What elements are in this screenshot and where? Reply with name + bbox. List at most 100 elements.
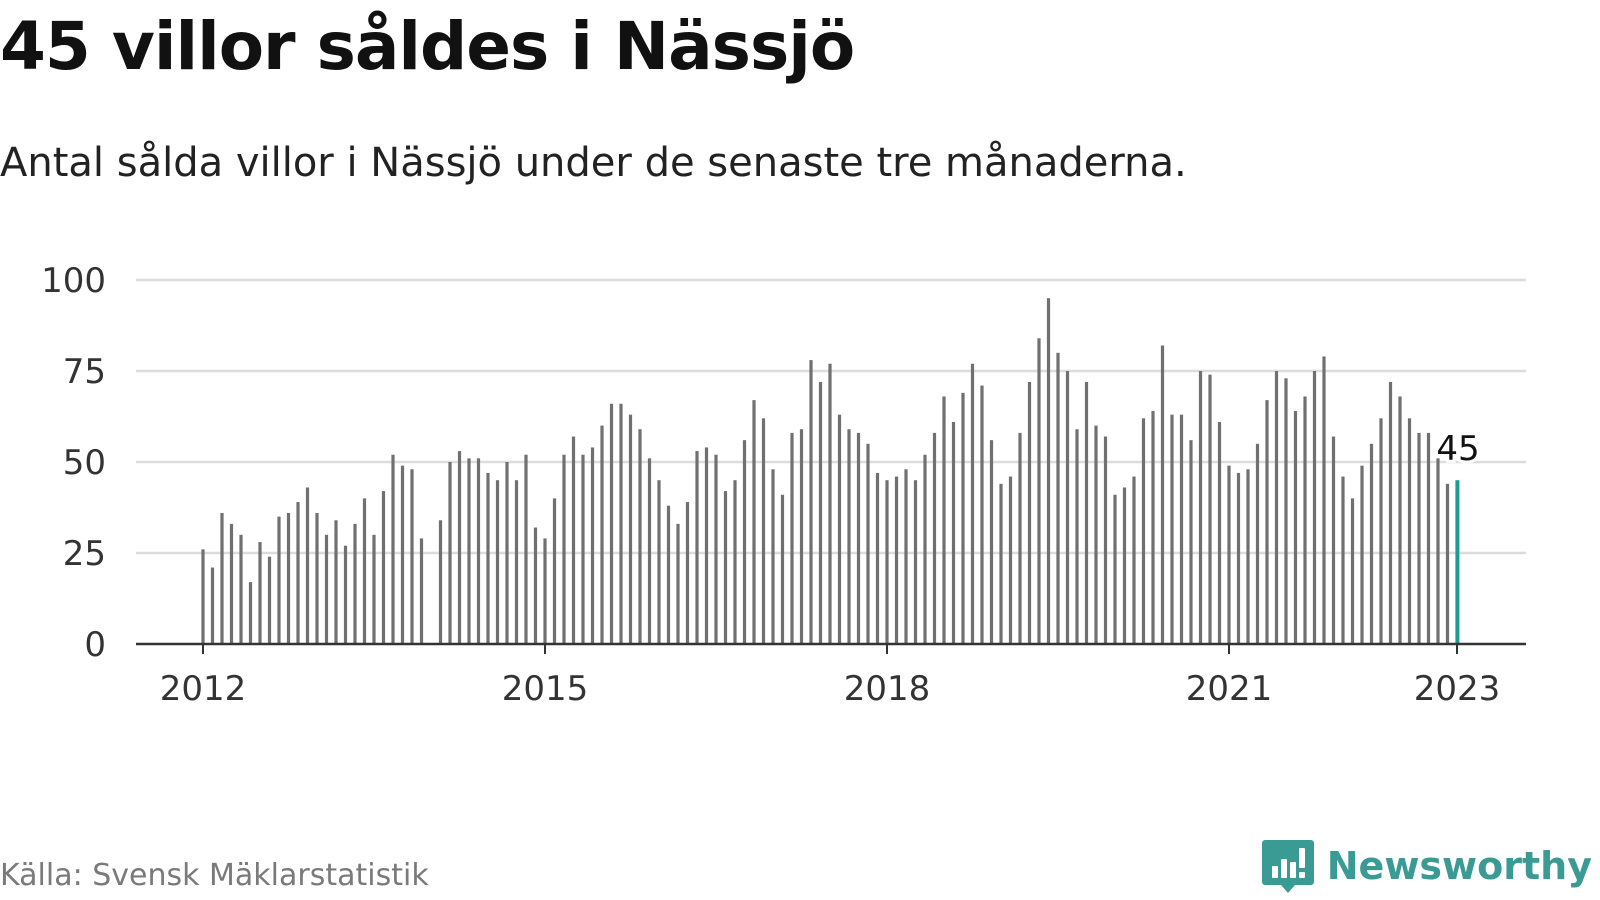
bar (999, 483, 1003, 644)
bar (1217, 421, 1222, 644)
bar (362, 498, 367, 644)
bar (923, 454, 927, 644)
bar (761, 418, 766, 644)
bar (1303, 396, 1307, 644)
bar (723, 491, 728, 644)
bar (220, 512, 224, 644)
bar (258, 542, 262, 644)
brand-name: Newsworthy (1326, 844, 1592, 888)
bar-chart: 0 25 50 75 100 2012 2015 2018 2021 2023 45 (41, 261, 1526, 709)
bar (1227, 465, 1231, 644)
bar (790, 432, 794, 644)
bar (885, 480, 889, 644)
bar (942, 396, 946, 644)
bar (1065, 371, 1070, 644)
bar (590, 447, 595, 644)
bar (1426, 432, 1431, 644)
bar (514, 480, 519, 644)
bar (875, 472, 880, 644)
bar (1094, 425, 1098, 644)
bar (372, 534, 376, 644)
bar (1122, 487, 1127, 644)
bar (391, 454, 395, 644)
bar (1236, 472, 1241, 644)
bar (837, 414, 842, 644)
bar (1008, 476, 1013, 644)
bar (277, 516, 281, 644)
bar (1018, 432, 1022, 644)
newsworthy-logo-icon (1261, 840, 1314, 893)
bar (1103, 436, 1108, 644)
y-axis-ticks: 0 25 50 75 100 (41, 261, 106, 665)
bar (410, 469, 414, 644)
y-tick-label: 100 (41, 261, 106, 301)
bar (619, 403, 623, 644)
bar (666, 505, 671, 644)
bar-highlight (1455, 480, 1460, 644)
x-tick-label: 2023 (1414, 669, 1501, 709)
bar (1027, 381, 1032, 644)
brand-logo: Newsworthy (1261, 838, 1592, 894)
bar (457, 451, 462, 644)
bar (381, 491, 386, 644)
bar (1350, 498, 1355, 644)
bar (1322, 356, 1326, 644)
bar (571, 436, 576, 644)
bar (533, 527, 538, 644)
bar (229, 523, 234, 644)
bar (961, 392, 965, 644)
y-tick-label: 0 (84, 625, 106, 665)
bar (799, 429, 804, 644)
bar (552, 498, 557, 644)
bar (866, 443, 870, 644)
bar (932, 432, 937, 644)
bar (296, 502, 300, 644)
bar (305, 487, 310, 644)
bar (1417, 432, 1421, 644)
bar (1445, 483, 1450, 644)
bar (324, 534, 329, 644)
bar (1246, 469, 1250, 644)
bar (771, 469, 775, 644)
bar (904, 469, 908, 644)
bar (1369, 443, 1374, 644)
chart-title: 45 villor såldes i Nässjö (0, 8, 855, 85)
bar (913, 480, 918, 644)
bar (894, 476, 899, 644)
bar (1293, 411, 1298, 644)
bar (210, 567, 215, 644)
bar (1284, 378, 1288, 644)
bar (809, 360, 813, 644)
bar (638, 429, 642, 644)
bar (1198, 371, 1203, 644)
bar (315, 512, 319, 644)
bar (1075, 429, 1079, 644)
bar (1179, 414, 1184, 644)
bar (752, 400, 756, 644)
bar (951, 421, 956, 644)
y-tick-label: 25 (63, 534, 106, 574)
bar (704, 447, 709, 644)
bar (334, 520, 338, 644)
bar (1084, 381, 1089, 644)
bar (1388, 381, 1393, 644)
bar (438, 520, 443, 644)
y-tick-label: 75 (63, 352, 106, 392)
bar (1037, 338, 1041, 644)
bar (1208, 374, 1212, 644)
bar (628, 414, 633, 644)
bar (1398, 396, 1402, 644)
bar (1132, 476, 1136, 644)
bar (1189, 440, 1193, 644)
bar (742, 440, 747, 644)
bar (989, 440, 994, 644)
bar (343, 545, 348, 644)
bar (1046, 298, 1051, 644)
x-axis: 2012 2015 2018 2021 2023 (136, 642, 1526, 709)
x-tick-label: 2015 (502, 669, 589, 709)
bar (818, 381, 823, 644)
bar (248, 582, 253, 644)
bar (1274, 371, 1279, 644)
bar (495, 480, 500, 644)
x-tick-label: 2018 (844, 669, 931, 709)
